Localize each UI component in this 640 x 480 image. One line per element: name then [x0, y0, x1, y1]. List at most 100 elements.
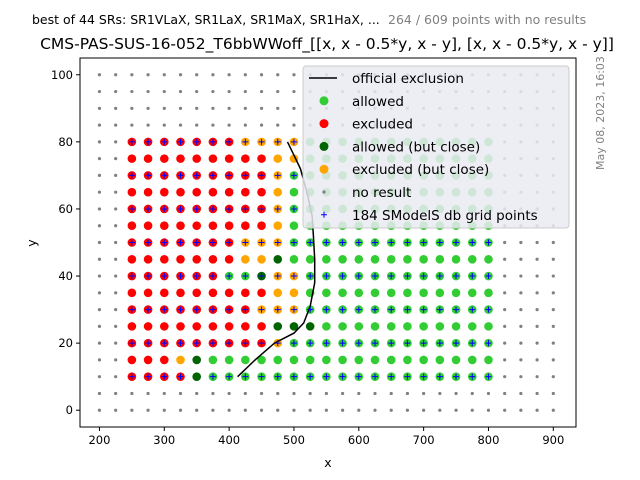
- smodels-grid-point: [226, 306, 233, 313]
- smodels-grid-point: [226, 373, 233, 380]
- no-result-point: [292, 73, 296, 77]
- legend-label-official: official exclusion: [352, 71, 464, 87]
- smodels-grid-point: [177, 138, 184, 145]
- excluded-point: [192, 288, 202, 298]
- no-result-point: [454, 391, 458, 396]
- allowed-point: [354, 355, 364, 365]
- smodels-grid-point: [404, 340, 411, 347]
- allowed-point: [289, 221, 299, 231]
- allowed-point: [467, 254, 477, 264]
- no-result-point: [503, 324, 507, 328]
- smodels-grid-point: [469, 373, 476, 380]
- smodels-grid-point: [242, 172, 249, 179]
- no-result-point: [97, 89, 102, 94]
- no-result-point: [146, 408, 150, 412]
- allowed-point: [451, 254, 461, 264]
- legend-label-grid-point: 184 SModelS db grid points: [352, 208, 538, 224]
- no-result-point: [97, 207, 102, 211]
- excluded-point: [224, 288, 234, 298]
- no-result-point: [114, 240, 118, 245]
- no-result-point: [551, 291, 555, 295]
- no-result-point: [551, 307, 555, 312]
- smodels-grid-point: [161, 273, 168, 280]
- no-result-point: [535, 408, 539, 412]
- allowed-point: [370, 322, 380, 331]
- smodels-grid-point: [145, 273, 152, 280]
- legend-label-excluded: excluded: [352, 117, 413, 133]
- no-result-point: [324, 391, 328, 396]
- excluded-point: [159, 221, 169, 231]
- no-result-point: [389, 391, 393, 396]
- no-result-point: [259, 106, 264, 110]
- no-result-point: [162, 408, 166, 412]
- excluded-point: [143, 187, 153, 197]
- no-result-point: [114, 73, 118, 77]
- excluded-point: [224, 254, 234, 264]
- no-result-point: [227, 408, 231, 412]
- no-result-point: [551, 274, 555, 278]
- allowed-point: [435, 254, 445, 264]
- excluded-point: [127, 187, 137, 197]
- no-result-point: [373, 408, 377, 412]
- smodels-grid-point: [258, 306, 265, 313]
- smodels-grid-point: [242, 273, 249, 280]
- smodels-grid-point: [388, 239, 395, 246]
- smodels-grid-point: [258, 273, 265, 280]
- no-result-point: [114, 307, 118, 312]
- no-result-point: [503, 240, 507, 245]
- no-result-point: [292, 391, 296, 396]
- smodels-grid-point: [258, 373, 265, 380]
- smodels-grid-point: [209, 138, 216, 145]
- smodels-grid-point: [485, 340, 492, 347]
- excluded-close-point: [176, 355, 185, 365]
- allowed-point: [370, 288, 380, 298]
- excluded-point: [159, 154, 169, 163]
- no-result-point: [146, 73, 150, 77]
- no-result-point: [97, 274, 102, 278]
- smodels-grid-point: [290, 340, 297, 347]
- smodels-grid-point: [388, 340, 395, 347]
- smodels-grid-point: [420, 373, 427, 380]
- smodels-grid-point: [290, 373, 297, 380]
- no-result-point: [162, 391, 166, 396]
- smodels-grid-point: [209, 205, 216, 212]
- no-result-point: [114, 173, 118, 178]
- no-result-point: [535, 375, 539, 379]
- excluded-point: [159, 254, 169, 264]
- y-axis-label: y: [24, 239, 39, 247]
- y-tick-label: 60: [58, 202, 73, 216]
- smodels-grid-point: [388, 273, 395, 280]
- smodels-grid-point: [404, 273, 411, 280]
- no-result-point: [97, 358, 102, 362]
- excluded-point: [257, 322, 266, 331]
- smodels-grid-point: [128, 273, 135, 280]
- allowed-point: [338, 322, 347, 331]
- no-result-point: [259, 391, 264, 396]
- excluded-point: [224, 322, 234, 331]
- smodels-grid-point: [209, 373, 216, 380]
- no-result-point: [114, 224, 118, 228]
- excluded-point: [257, 221, 266, 231]
- smodels-grid-point: [436, 373, 443, 380]
- x-tick-label: 600: [348, 433, 370, 447]
- smodels-grid-point: [128, 172, 135, 179]
- no-result-point: [503, 257, 507, 261]
- allowed-point: [370, 254, 380, 264]
- smodels-grid-point: [420, 273, 427, 280]
- excluded-point: [176, 322, 185, 331]
- no-result-point: [114, 341, 118, 345]
- allowed-point: [338, 355, 347, 365]
- excluded-point: [241, 187, 250, 197]
- excluded-point: [127, 254, 137, 264]
- x-tick-label: 300: [153, 433, 175, 447]
- no-result-point: [308, 408, 312, 412]
- no-result-point: [114, 140, 118, 144]
- excluded-point: [192, 154, 202, 163]
- no-result-point: [551, 408, 555, 412]
- excluded-point: [208, 154, 218, 163]
- excluded-point: [208, 221, 218, 231]
- no-result-point: [519, 324, 523, 328]
- legend-box: [302, 65, 570, 229]
- legend-label-allowed-close: allowed (but close): [352, 139, 480, 155]
- smodels-grid-point: [274, 172, 281, 179]
